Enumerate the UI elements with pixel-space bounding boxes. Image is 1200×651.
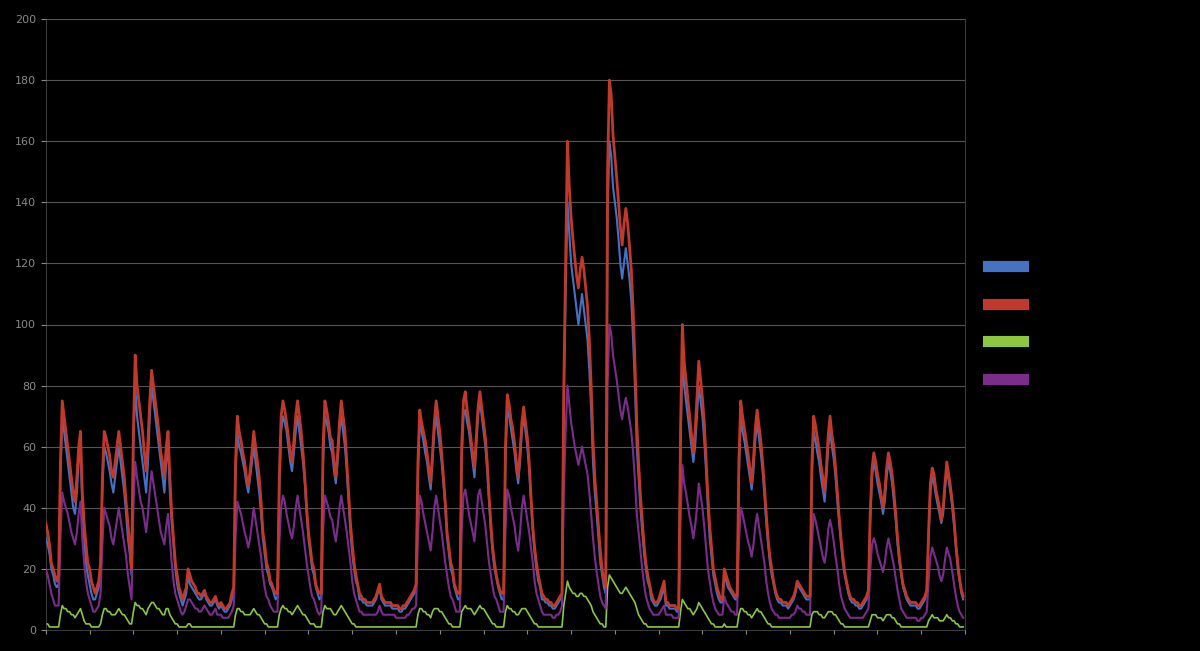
Legend: , , , : , , , bbox=[982, 253, 1040, 396]
